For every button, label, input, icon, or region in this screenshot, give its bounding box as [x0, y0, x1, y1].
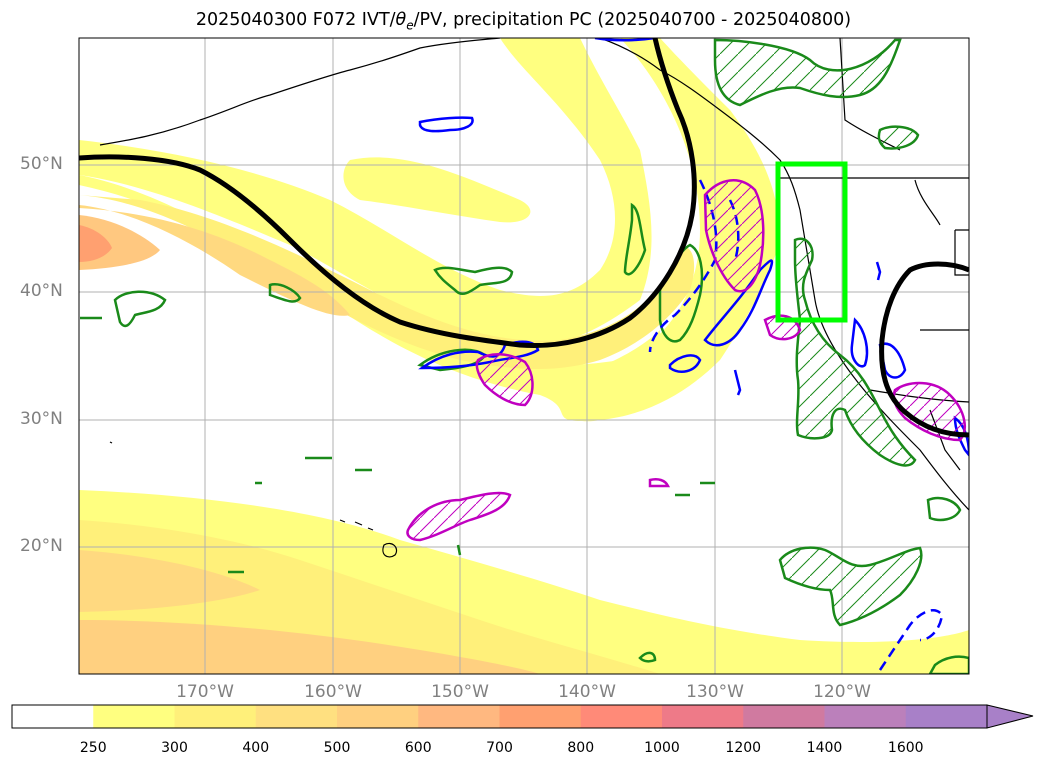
- colorbar-swatch: [824, 705, 907, 728]
- ivt-band-north-250: [343, 157, 531, 223]
- colorbar-extend-arrow: [986, 704, 1034, 729]
- colorbar-swatch: [93, 705, 175, 728]
- colorbar-tick-label: 500: [323, 740, 351, 756]
- colorbar-swatch: [418, 705, 500, 728]
- colorbar-tick-label: 1000: [644, 740, 680, 756]
- ivt-band-250: [79, 38, 652, 346]
- lon-label-160w: 160°W: [304, 682, 362, 702]
- lat-label-20n: 20°N: [20, 536, 63, 556]
- colorbar-swatch: [255, 705, 338, 728]
- highlight-box: [775, 161, 848, 323]
- ivt-shading: [79, 38, 969, 674]
- colorbar-tick-label: 600: [404, 740, 432, 756]
- ivt-band-south-400: [79, 550, 260, 612]
- ivt-band-mid-250: [560, 330, 660, 422]
- lon-label-120w: 120°W: [813, 682, 871, 702]
- jet-contour: [79, 38, 969, 438]
- colorbar-tick-label: 1600: [887, 740, 924, 756]
- ivt-band-300: [79, 195, 695, 369]
- colorbar-swatch: [580, 705, 663, 728]
- map-frame: [78, 37, 970, 675]
- colorbar-swatch: [337, 705, 419, 728]
- lon-label-130w: 130°W: [686, 682, 744, 702]
- lon-label-140w: 140°W: [558, 682, 616, 702]
- lon-label-170w: 170°W: [176, 682, 234, 702]
- colorbar-swatch: [499, 705, 582, 728]
- ivt-band-700: [79, 225, 112, 262]
- colorbar-tick-label: 700: [486, 740, 513, 756]
- colorbar-swatch: [12, 705, 94, 728]
- lat-label-50n: 50°N: [20, 154, 63, 174]
- lon-label-150w: 150°W: [431, 682, 489, 702]
- colorbar-frame: [11, 704, 988, 729]
- colorbar: [11, 704, 1034, 729]
- lat-label-30n: 30°N: [20, 409, 63, 429]
- map-title: 2025040300 F072 IVT/θe/PV, precipitation…: [195, 10, 852, 33]
- ivt-band-south-500: [79, 620, 540, 674]
- colorbar-tick-label: 800: [567, 740, 595, 756]
- colorbar-tick-label: 1200: [725, 740, 762, 756]
- colorbar-tick-label: 400: [242, 740, 270, 756]
- colorbar-tick-label: 250: [79, 740, 107, 756]
- colorbar-swatch: [743, 705, 825, 728]
- colorbar-swatch: [174, 705, 257, 728]
- colorbar-tick-label: 300: [161, 740, 188, 756]
- green-contours: [80, 38, 969, 674]
- colorbar-swatch: [905, 705, 988, 728]
- colorbar-tick-label: 1400: [806, 740, 843, 756]
- ivt-band-400: [79, 205, 350, 316]
- colorbar-swatch: [662, 705, 744, 728]
- magenta-contours: [406, 179, 966, 542]
- lat-label-40n: 40°N: [20, 281, 63, 301]
